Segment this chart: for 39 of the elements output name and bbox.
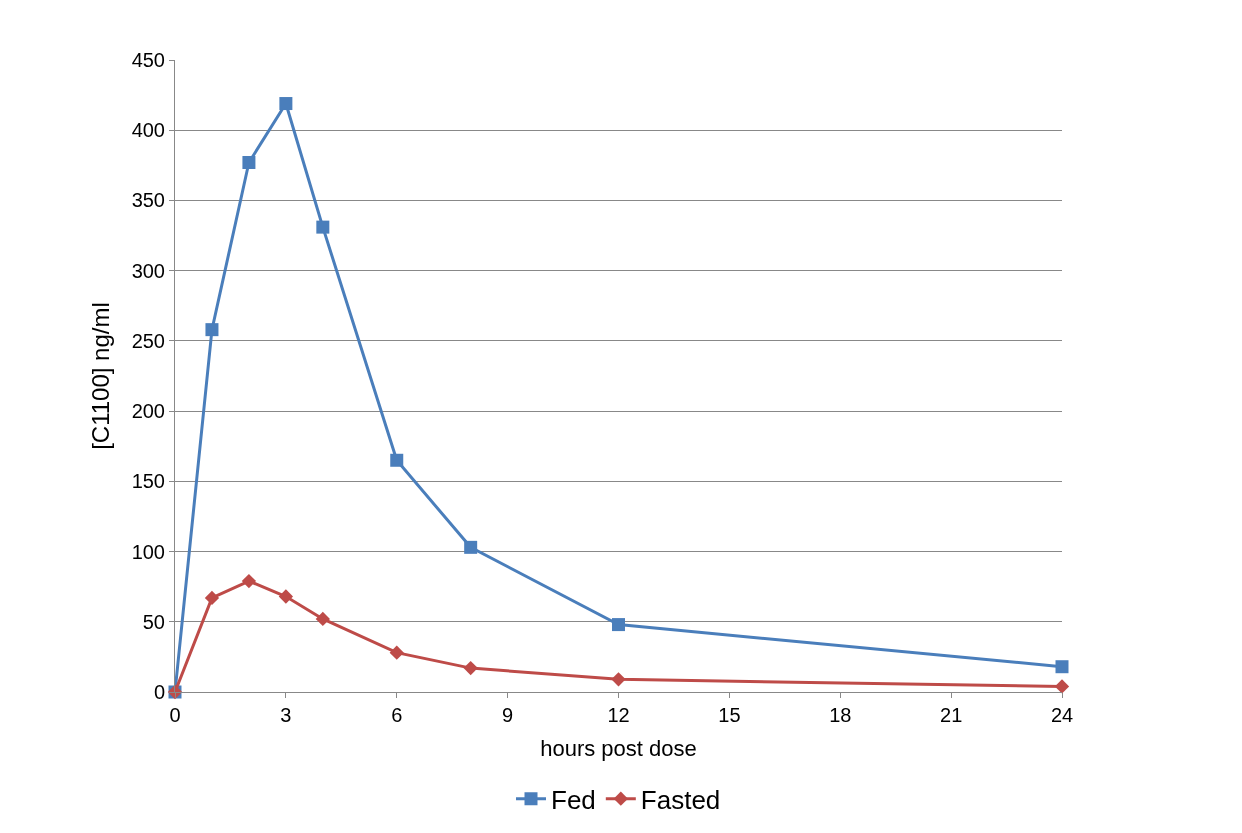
y-tick-label: 300 <box>131 259 165 282</box>
point <box>242 156 256 170</box>
point <box>390 453 404 467</box>
y-tick-label: 350 <box>131 189 165 212</box>
y-tick-label: 100 <box>131 540 165 563</box>
x-tick-label: 9 <box>502 704 514 726</box>
legend-label: Fed <box>551 784 596 815</box>
point <box>1055 660 1069 674</box>
point <box>389 645 404 660</box>
point <box>463 660 478 676</box>
y-tick-label: 200 <box>131 400 165 423</box>
x-tick-label: 6 <box>391 704 403 726</box>
point <box>1054 679 1070 694</box>
x-axis-title: hours post dose <box>540 735 697 761</box>
point <box>204 590 220 606</box>
x-tick-label: 21 <box>940 704 963 726</box>
y-axis-title: [C1100] ng/ml <box>86 302 114 450</box>
x-tick-label: 12 <box>607 704 630 726</box>
y-tick-label: 150 <box>131 470 165 493</box>
point <box>316 220 330 234</box>
x-tick-label: 3 <box>280 704 292 726</box>
y-tick-label: 450 <box>131 49 165 71</box>
x-tick-label: 0 <box>169 704 181 726</box>
legend-label: Fasted <box>640 784 721 815</box>
y-tick-label: 0 <box>153 681 165 703</box>
y-tick-label: 250 <box>131 329 165 352</box>
x-tick-label: 24 <box>1050 704 1074 726</box>
point <box>315 611 330 627</box>
point <box>464 540 478 554</box>
point <box>205 323 219 337</box>
y-tick-label: 50 <box>142 610 165 633</box>
y-tick-label: 400 <box>131 119 165 142</box>
point <box>279 97 293 111</box>
x-tick-label: 15 <box>718 704 741 726</box>
point <box>612 618 625 632</box>
point <box>241 573 257 589</box>
x-tick-label: 18 <box>829 704 852 726</box>
point <box>611 672 626 687</box>
point <box>278 589 294 604</box>
